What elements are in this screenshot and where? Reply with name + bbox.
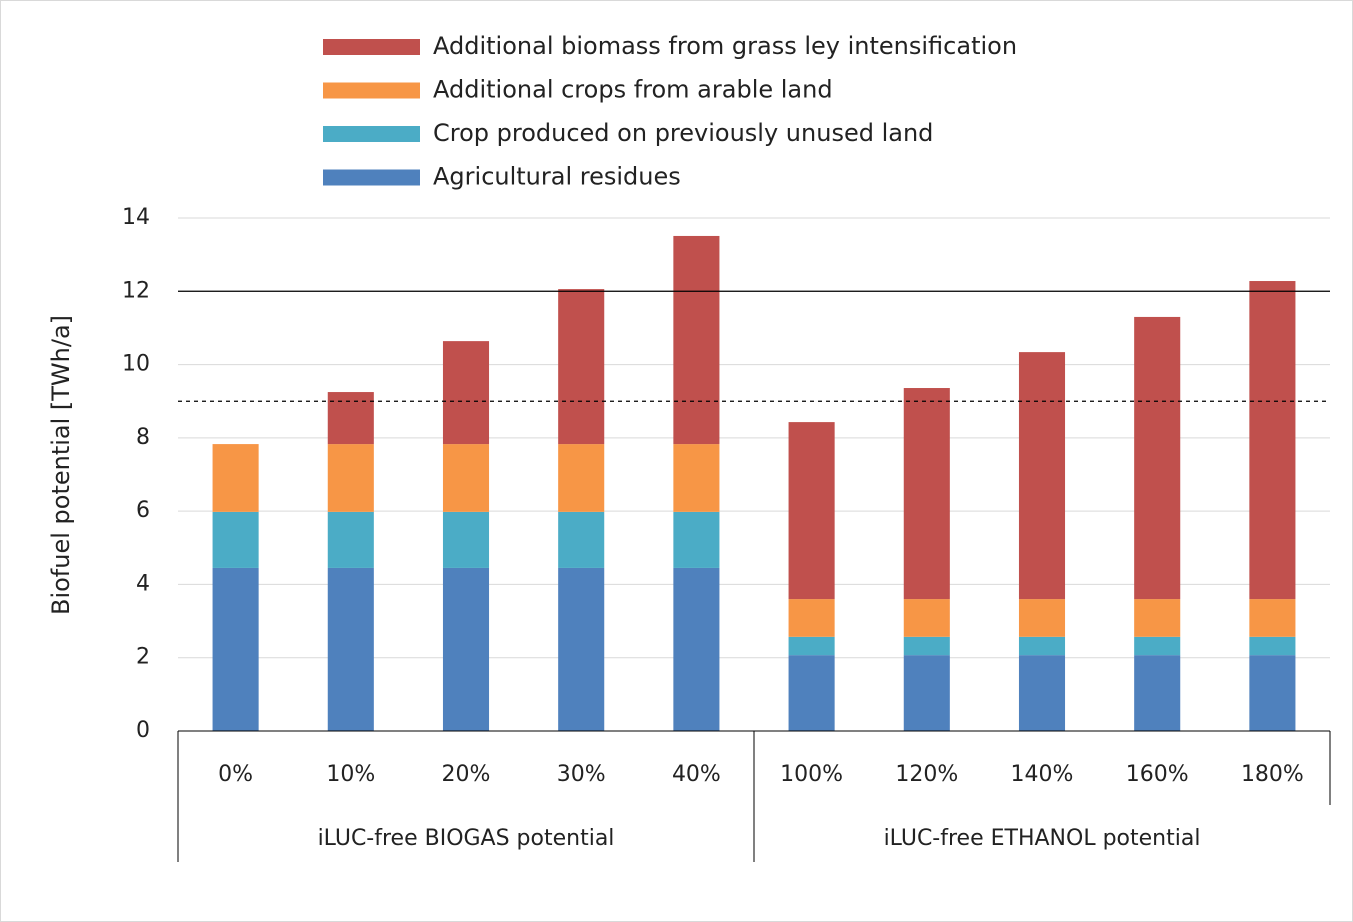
legend-swatch xyxy=(323,82,420,99)
bar-segment xyxy=(212,567,259,731)
y-tick-label: 4 xyxy=(136,571,150,596)
bar-segment xyxy=(673,235,720,445)
legend-swatch xyxy=(323,126,420,142)
bar-segment xyxy=(442,341,490,445)
x-tick-label: 10% xyxy=(326,762,375,787)
bar-segment xyxy=(558,511,605,568)
bar-segment xyxy=(673,567,720,731)
bar-segment xyxy=(327,444,374,512)
x-tick-label: 40% xyxy=(672,762,721,787)
x-tick-label: 180% xyxy=(1241,762,1304,787)
y-tick-label: 6 xyxy=(136,498,150,523)
x-tick-label: 140% xyxy=(1011,762,1074,787)
legend-label: Additional crops from arable land xyxy=(433,76,833,104)
bar-segment xyxy=(327,567,374,731)
bar-segment xyxy=(212,511,259,568)
bar-segment xyxy=(1134,655,1181,731)
legend-swatch xyxy=(323,169,420,186)
bar-segment xyxy=(903,655,950,731)
bar-segment xyxy=(788,655,835,731)
group-label: iLUC-free ETHANOL potential xyxy=(884,826,1201,851)
y-tick-label: 10 xyxy=(122,352,150,377)
bar-segment xyxy=(903,599,950,637)
bar-segment xyxy=(1134,316,1181,600)
bar-segment xyxy=(1249,599,1296,637)
x-tick-label: 20% xyxy=(442,762,491,787)
bar-segment xyxy=(327,511,374,568)
bar-segment xyxy=(442,444,490,512)
x-tick-label: 100% xyxy=(780,762,843,787)
bar-segment xyxy=(442,511,490,568)
bar-segment xyxy=(788,422,835,600)
bar-segment xyxy=(1249,281,1296,600)
x-tick-label: 0% xyxy=(218,762,253,787)
bar-segment xyxy=(673,444,720,512)
bar-segment xyxy=(1018,636,1066,656)
y-tick-label: 8 xyxy=(136,425,150,450)
y-tick-label: 2 xyxy=(136,645,150,670)
bar-segment xyxy=(558,444,605,512)
legend-swatch xyxy=(323,39,420,55)
bar-segment xyxy=(1018,599,1066,637)
y-tick-label: 12 xyxy=(122,278,150,303)
bar-segment xyxy=(788,599,835,637)
legend-label: Additional biomass from grass ley intens… xyxy=(433,32,1017,60)
x-tick-label: 160% xyxy=(1126,762,1189,787)
y-tick-label: 14 xyxy=(122,205,150,230)
legend-label: Crop produced on previously unused land xyxy=(433,119,933,147)
y-tick-label: 0 xyxy=(136,718,150,743)
legend-label: Agricultural residues xyxy=(433,163,681,191)
bar-segment xyxy=(558,289,605,445)
bar-segment xyxy=(212,444,259,512)
bar-segment xyxy=(327,392,374,445)
group-label: iLUC-free BIOGAS potential xyxy=(318,826,615,851)
bar-segment xyxy=(558,567,605,731)
bar-segment xyxy=(673,511,720,568)
x-tick-label: 30% xyxy=(557,762,606,787)
x-tick-label: 120% xyxy=(895,762,958,787)
bar-segment xyxy=(1134,599,1181,637)
bar-segment xyxy=(1134,636,1181,656)
bar-segment xyxy=(1018,655,1066,731)
bar-segment xyxy=(1018,352,1066,600)
bar-segment xyxy=(788,636,835,656)
bar-segment xyxy=(442,567,490,731)
bar-segment xyxy=(903,636,950,656)
y-axis-label: Biofuel potential [TWh/a] xyxy=(47,315,75,615)
bar-segment xyxy=(1249,636,1296,656)
bar-segment xyxy=(903,388,950,600)
bar-segment xyxy=(1249,655,1296,731)
